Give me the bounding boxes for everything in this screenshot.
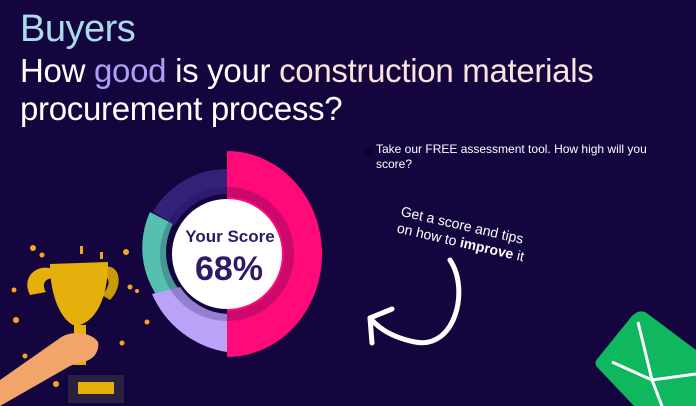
donut-center — [172, 199, 282, 309]
donut-segment-dark-purple — [153, 168, 227, 225]
headline: How good is your construction materials … — [20, 52, 690, 128]
promo-text: Take our FREE assessment tool. How high … — [376, 142, 647, 171]
curved-arrow-icon — [367, 257, 462, 346]
donut-segment-lavender — [152, 287, 227, 352]
headline-highlight-construction: construction materials — [279, 52, 594, 89]
callout-text-suffix: it — [511, 246, 526, 265]
donut-segment-teal — [142, 212, 178, 300]
trophy-icon — [0, 245, 150, 406]
envelope-icon — [595, 311, 696, 406]
score-value: 68% — [195, 250, 263, 288]
headline-highlight-good: good — [94, 52, 167, 89]
headline-part: is your — [166, 52, 280, 89]
headline-part: How — [20, 52, 94, 89]
donut-inner-ring — [160, 187, 294, 321]
headline-part: procurement process? — [20, 90, 343, 127]
info-dot-icon — [364, 147, 373, 157]
score-label: Your Score — [185, 227, 274, 246]
score-donut: Your Score 68% — [142, 151, 322, 357]
eyebrow-title: Buyers — [20, 8, 136, 50]
